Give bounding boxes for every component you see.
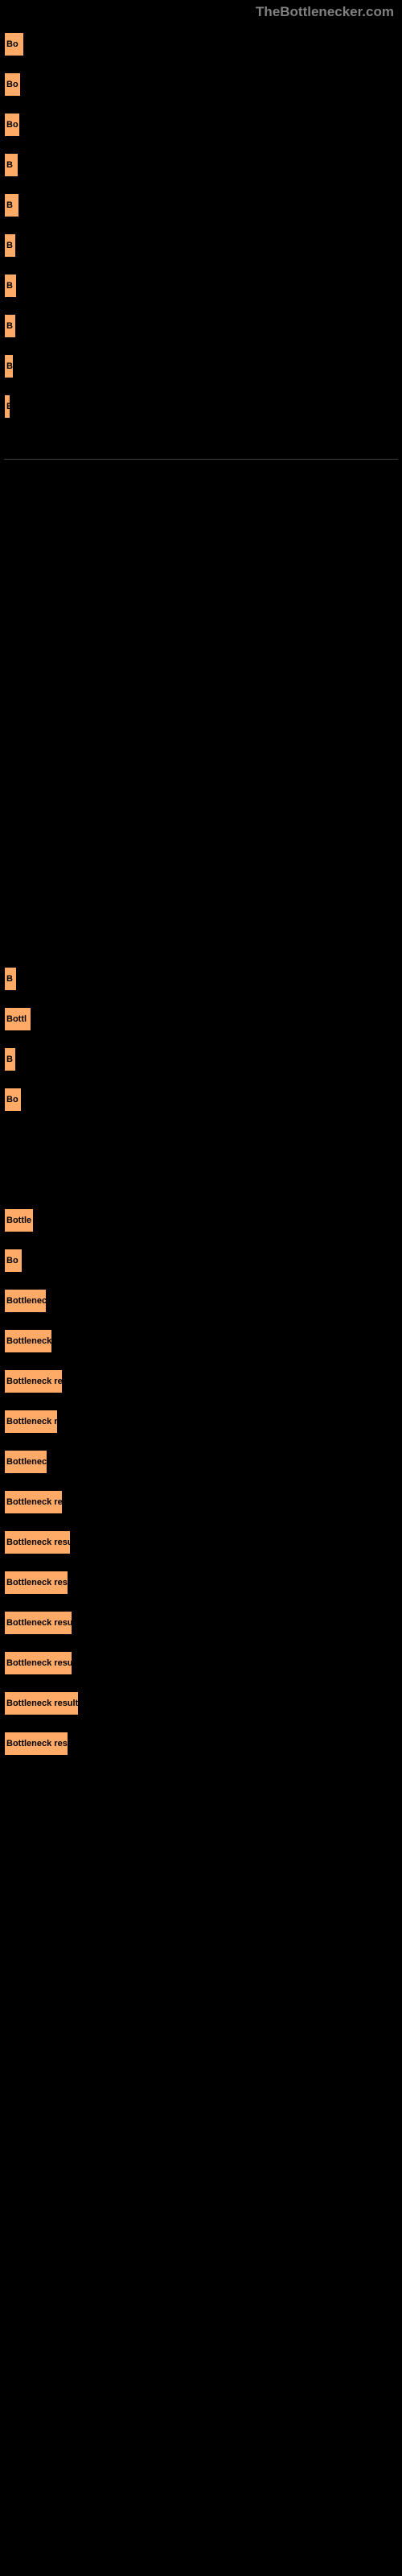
- bar: Bottle: [4, 1208, 34, 1232]
- bar: Bottleneck r: [4, 1410, 58, 1434]
- bar-label: Bo: [6, 1256, 18, 1265]
- bar: Bottleneck re: [4, 1490, 63, 1514]
- bar: Bo: [4, 113, 20, 137]
- bar: B: [4, 314, 16, 338]
- bar-row: Bottleneck res: [4, 1571, 398, 1595]
- bar: Bo: [4, 1088, 22, 1112]
- bar: Bo: [4, 1249, 23, 1273]
- bar-label: Bo: [6, 120, 18, 130]
- bar-label: Bottle: [6, 1216, 31, 1225]
- bar-label: Bottlenec: [6, 1296, 47, 1306]
- bar: B: [4, 233, 16, 258]
- bar-label: Bottleneck resu: [6, 1538, 71, 1547]
- bar-label: Bo: [6, 1095, 18, 1104]
- brand-text: TheBottlenecker.com: [256, 4, 394, 19]
- bar-row: B: [4, 193, 398, 217]
- bar-row: Bo: [4, 1249, 398, 1273]
- bar-row: Bottleneck resu: [4, 1611, 398, 1635]
- header: TheBottlenecker.com: [0, 0, 402, 24]
- bar-label: Bottleneck res: [6, 1578, 68, 1587]
- bar-label: B: [6, 281, 13, 291]
- bar-row: Bottleneck result: [4, 1691, 398, 1715]
- bar-row: Bo: [4, 113, 398, 137]
- bar: Bottleneck resu: [4, 1530, 71, 1554]
- bar-label: Bottleneck resu: [6, 1658, 72, 1668]
- bar-label: Bottleneck result: [6, 1699, 78, 1708]
- bar: Bottleneck resu: [4, 1651, 72, 1675]
- bar-label: B: [6, 200, 13, 210]
- bar: Bottl: [4, 1007, 31, 1031]
- bar: Bottlenec: [4, 1289, 47, 1313]
- bar: B: [4, 1047, 16, 1071]
- bar: Bottleneck resu: [4, 1611, 72, 1635]
- chart-section-3: Bottle Bo Bottlenec Bottleneck Bottleneck re…: [0, 1200, 402, 1780]
- bar: B: [4, 274, 17, 298]
- bar-row: B: [4, 394, 398, 419]
- bar-row: Bottlenec: [4, 1450, 398, 1474]
- bar-label: B: [6, 974, 13, 984]
- bar-label: Bottleneck re: [6, 1497, 63, 1507]
- bar: B: [4, 394, 10, 419]
- bar-row: Bo: [4, 32, 398, 56]
- bar-label: Bottleneck re: [6, 1377, 63, 1386]
- bar-label: Bottlenec: [6, 1457, 47, 1467]
- bar-label: B: [6, 160, 13, 170]
- bar: Bottleneck result: [4, 1691, 79, 1715]
- bar-label: B: [6, 361, 13, 371]
- bar-label: Bo: [6, 80, 18, 89]
- bar-row: Bottle: [4, 1208, 398, 1232]
- bar: B: [4, 967, 17, 991]
- bar: Bottleneck re: [4, 1369, 63, 1393]
- chart-section-1: Bo Bo Bo B B B B B B B: [0, 24, 402, 443]
- bar-row: Bottleneck re: [4, 1369, 398, 1393]
- chart-spacer: [0, 1136, 402, 1200]
- bar: B: [4, 193, 19, 217]
- bar-row: B: [4, 233, 398, 258]
- bar-label: B: [6, 321, 13, 331]
- bar-label: Bottl: [6, 1014, 27, 1024]
- chart-section-2: B Bottl B Bo: [0, 959, 402, 1136]
- section-divider: [4, 459, 398, 460]
- bar-row: Bottl: [4, 1007, 398, 1031]
- bar: B: [4, 354, 14, 378]
- bar-label: Bottleneck resu: [6, 1618, 72, 1628]
- bar-label: B: [6, 241, 13, 250]
- bar-row: Bo: [4, 72, 398, 97]
- bar: B: [4, 153, 18, 177]
- bar-row: Bottleneck resu: [4, 1651, 398, 1675]
- bar: Bottleneck: [4, 1329, 52, 1353]
- bar-row: Bottlenec: [4, 1289, 398, 1313]
- chart-gap: [0, 476, 402, 959]
- bar: Bo: [4, 32, 24, 56]
- bar-label: Bottleneck: [6, 1336, 51, 1346]
- bar-label: B: [6, 1055, 13, 1064]
- bar-label: B: [6, 402, 10, 411]
- bar-row: B: [4, 354, 398, 378]
- bar: Bottleneck res: [4, 1732, 68, 1756]
- bar-label: Bottleneck r: [6, 1417, 58, 1426]
- bar-row: Bottleneck res: [4, 1732, 398, 1756]
- bar-row: B: [4, 1047, 398, 1071]
- bar-label: Bo: [6, 39, 18, 49]
- bar: Bo: [4, 72, 21, 97]
- bar: Bottleneck res: [4, 1571, 68, 1595]
- bar: Bottlenec: [4, 1450, 47, 1474]
- bar-row: B: [4, 153, 398, 177]
- bar-row: Bottleneck re: [4, 1490, 398, 1514]
- bar-row: Bo: [4, 1088, 398, 1112]
- bar-row: B: [4, 274, 398, 298]
- bar-row: B: [4, 967, 398, 991]
- bar-row: Bottleneck resu: [4, 1530, 398, 1554]
- bar-row: B: [4, 314, 398, 338]
- bar-row: Bottleneck: [4, 1329, 398, 1353]
- bar-row: Bottleneck r: [4, 1410, 398, 1434]
- bar-label: Bottleneck res: [6, 1739, 68, 1748]
